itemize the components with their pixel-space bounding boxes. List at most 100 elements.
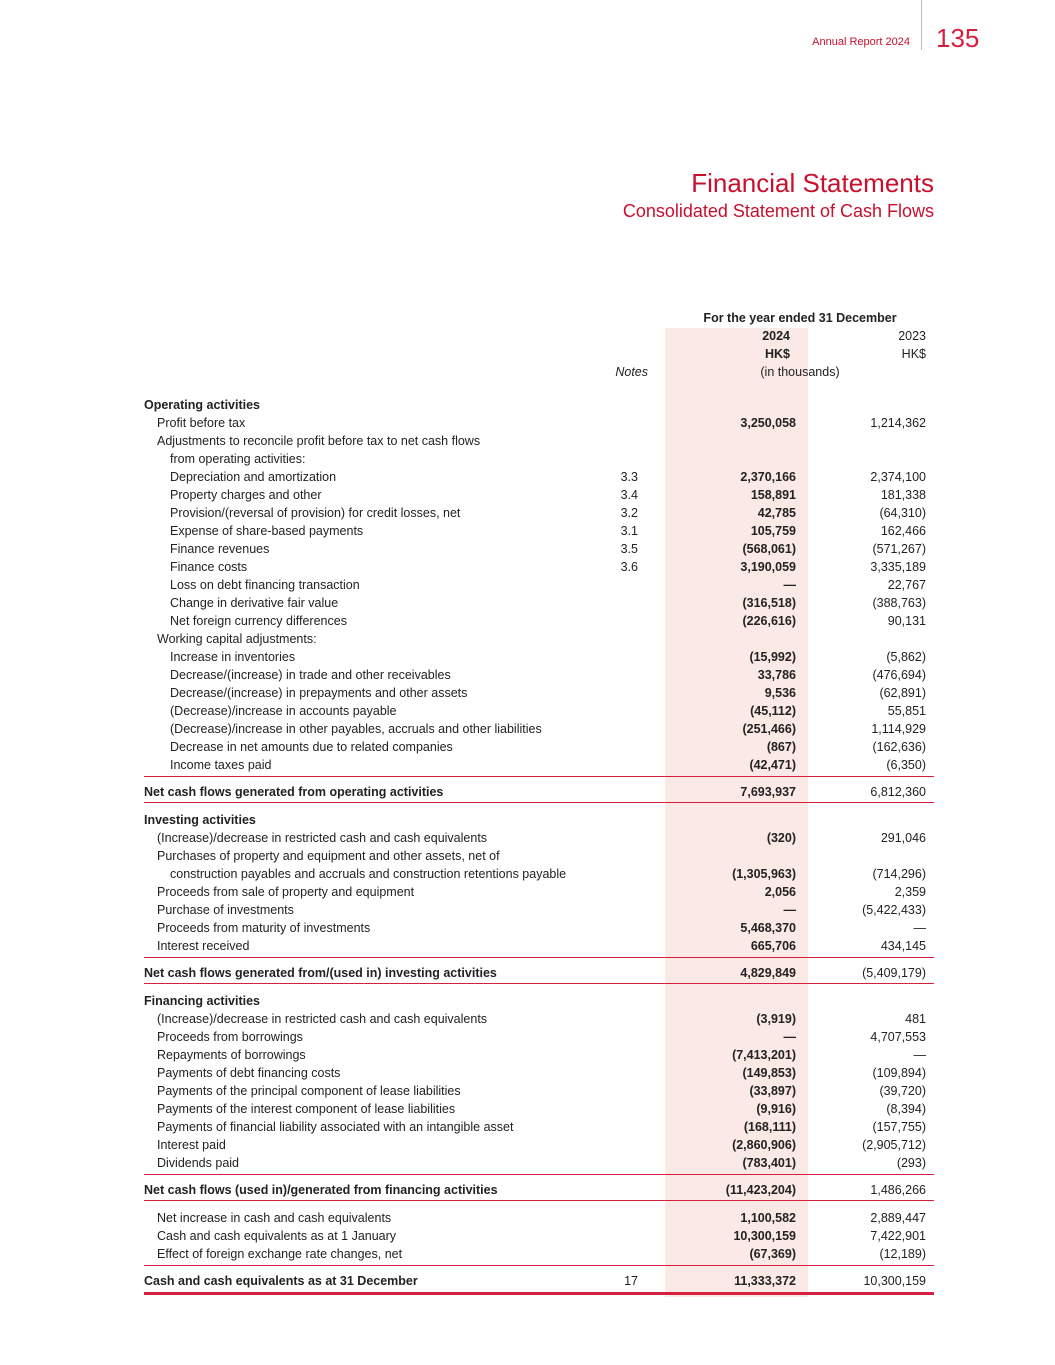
row-label: (Decrease)/increase in accounts payable [170,704,397,718]
value-2024: — [783,1030,797,1044]
value-2023: (109,894) [872,1066,926,1080]
value-2024: (2,860,906) [732,1138,796,1152]
value-2024: (168,111) [743,1120,796,1134]
value-2024: 665,706 [750,939,796,953]
value-2023: (8,394) [886,1102,926,1116]
value-2024: (251,466) [742,722,796,736]
value-2024: (7,413,201) [732,1048,796,1062]
value-2023: 22,767 [887,578,926,592]
page-title: Financial Statements [691,168,934,198]
value-2023: (571,267) [872,542,926,556]
value-2023: 181,338 [880,488,926,502]
value-2023: 6,812,360 [870,785,926,799]
value-2023: 434,145 [880,939,926,953]
value-2023: 10,300,159 [863,1274,926,1288]
row-label: Purchase of investments [157,903,294,917]
total-label: Net cash flows generated from operating … [144,785,444,799]
value-2024: 158,891 [750,488,796,502]
value-2024: (67,369) [749,1247,796,1261]
rule [144,983,934,984]
value-2023: (5,862) [886,650,926,664]
value-2023: — [913,1048,927,1062]
report-name: Annual Report 2024 [812,36,910,48]
row-label: Provision/(reversal of provision) for cr… [170,506,461,520]
value-2023: 90,131 [887,614,926,628]
value-2023: (62,891) [879,686,926,700]
value-2024: — [783,578,797,592]
value-2023: — [913,921,927,935]
page-subtitle: Consolidated Statement of Cash Flows [622,201,934,221]
value-2024: 7,693,937 [740,785,796,799]
note-ref: 3.2 [620,506,638,520]
value-2024: (1,305,963) [732,867,796,881]
rule [144,1265,934,1266]
value-2023: (476,694) [872,668,926,682]
section-title: Operating activities [144,398,261,412]
currency-prior: HK$ [901,347,926,361]
value-2024: 105,759 [750,524,796,538]
row-label: Profit before tax [157,416,246,430]
row-label: Repayments of borrowings [157,1048,306,1062]
notes-heading: Notes [615,365,648,379]
row-label: Working capital adjustments: [157,632,317,646]
total-label: Net cash flows (used in)/generated from … [144,1183,498,1197]
row-label: (Increase)/decrease in restricted cash a… [157,831,488,845]
value-2024: 2,056 [764,885,796,899]
note-ref: 3.6 [620,560,638,574]
value-2024: 42,785 [757,506,796,520]
row-label: construction payables and accruals and c… [170,867,567,881]
value-2024: 2,370,166 [740,470,796,484]
row-label: Proceeds from borrowings [157,1030,303,1044]
rule [144,1292,934,1295]
year-current: 2024 [762,329,790,343]
row-label: Net foreign currency differences [170,614,347,628]
row-label: Interest paid [157,1138,226,1152]
row-label: Effect of foreign exchange rate changes,… [157,1247,403,1261]
row-label: Finance costs [170,560,248,574]
total-label: Net cash flows generated from/(used in) … [144,966,497,980]
value-2024: (316,518) [742,596,796,610]
period-heading: For the year ended 31 December [703,311,897,325]
value-2024: (9,916) [756,1102,796,1116]
value-2024: 10,300,159 [733,1229,796,1243]
row-label: Decrease/(increase) in prepayments and o… [170,686,468,700]
value-2023: (12,189) [879,1247,926,1261]
value-2023: (39,720) [879,1084,926,1098]
header-divider [921,0,922,50]
row-label: Property charges and other [170,488,322,502]
value-2023: 55,851 [887,704,926,718]
value-2023: 1,486,266 [870,1183,926,1197]
value-2023: (162,636) [872,740,926,754]
note-ref: 3.4 [620,488,638,502]
row-label: Increase in inventories [170,650,296,664]
value-2023: 3,335,189 [870,560,926,574]
row-label: from operating activities: [170,452,306,466]
value-2023: 7,422,901 [870,1229,926,1243]
value-2023: (5,409,179) [862,966,926,980]
row-label: Dividends paid [157,1156,239,1170]
row-label: Payments of the principal component of l… [157,1084,461,1098]
row-label: Decrease in net amounts due to related c… [170,740,453,754]
value-2024: (568,061) [742,542,796,556]
rule [144,1174,934,1175]
row-label: Interest received [157,939,250,953]
value-2024: (320) [766,831,796,845]
row-label: Expense of share-based payments [170,524,364,538]
row-label: Payments of the interest component of le… [157,1102,456,1116]
row-label: Cash and cash equivalents as at 1 Januar… [157,1229,397,1243]
value-2024: 4,829,849 [740,966,796,980]
value-2023: 1,114,929 [871,722,926,736]
rule [144,1200,934,1201]
value-2023: (64,310) [879,506,926,520]
row-label: Payments of debt financing costs [157,1066,341,1080]
value-2024: (45,112) [750,704,796,718]
row-label: Net increase in cash and cash equivalent… [157,1211,392,1225]
row-label: Finance revenues [170,542,270,556]
page-number: 135 [936,23,980,53]
row-label: (Decrease)/increase in other payables, a… [170,722,542,736]
rule [144,776,934,777]
row-label: Purchases of property and equipment and … [157,849,500,863]
note-ref: 3.1 [620,524,638,538]
value-2024: (11,423,204) [725,1183,796,1197]
